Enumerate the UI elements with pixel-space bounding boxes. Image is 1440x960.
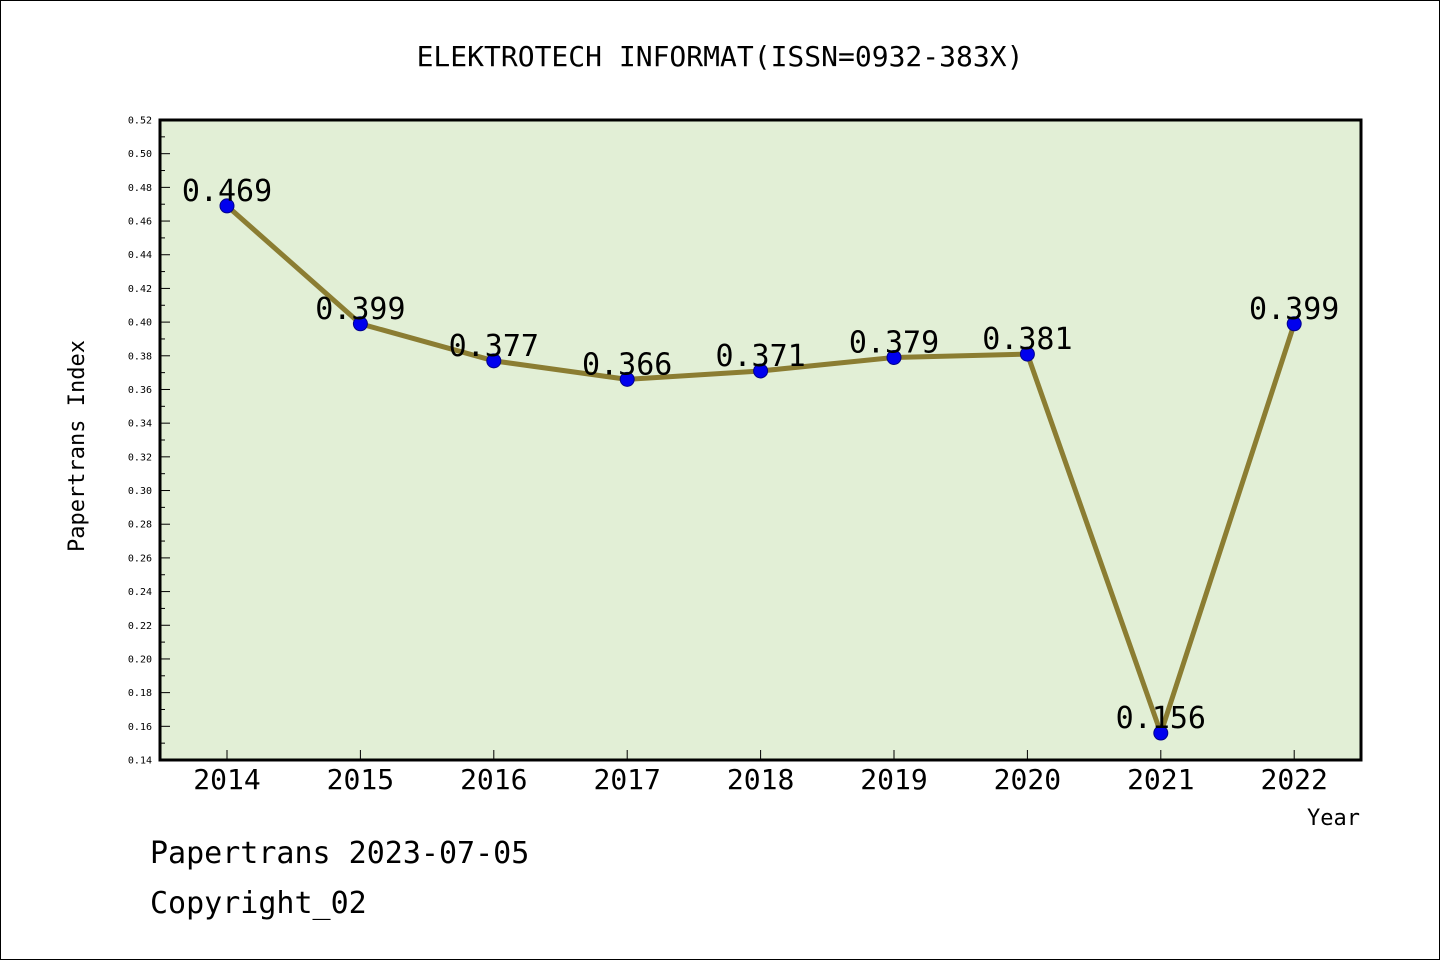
y-tick-label: 0.46 (128, 217, 152, 228)
x-tick-label: 2022 (1260, 763, 1327, 796)
y-tick-label: 0.52 (128, 116, 152, 127)
data-label: 0.366 (582, 347, 672, 382)
data-point-marker (1153, 725, 1169, 741)
x-axis-label: Year (1307, 806, 1360, 831)
y-tick-label: 0.34 (128, 419, 152, 430)
y-tick-label: 0.22 (128, 621, 152, 632)
data-label: 0.399 (315, 292, 405, 327)
y-tick-label: 0.26 (128, 553, 152, 564)
footer-date: Papertrans 2023-07-05 (150, 836, 530, 871)
data-point-marker (619, 371, 635, 387)
x-tick-label: 2019 (860, 763, 927, 796)
y-axis-label: Papertrans Index (65, 340, 90, 552)
y-tick-label: 0.24 (128, 587, 152, 598)
x-tick-label: 2018 (727, 763, 794, 796)
y-tick-label: 0.30 (128, 486, 152, 497)
x-tick-label: 2021 (1127, 763, 1194, 796)
data-point-marker (886, 349, 902, 365)
data-point-marker (352, 316, 368, 332)
x-axis: 2014 2015 2016 2017 2018 2019 2020 2021 2022 (193, 750, 1328, 796)
y-tick-label: 0.32 (128, 452, 152, 463)
data-point-marker (753, 363, 769, 379)
data-label: 0.379 (849, 325, 939, 360)
data-point-marker (1019, 346, 1035, 362)
plot-area (158, 118, 1363, 762)
x-tick-label: 2015 (327, 763, 394, 796)
y-tick-label: 0.42 (128, 284, 152, 295)
y-axis: 0.14 0.16 0.18 0.20 0.22 0.24 0.26 0.28 0.30 0.32… (128, 116, 170, 767)
data-label: 0.371 (715, 339, 805, 374)
marker-group (219, 198, 1302, 741)
y-tick-label: 0.38 (128, 351, 152, 362)
data-point-marker (219, 198, 235, 214)
y-tick-label: 0.50 (128, 149, 152, 160)
y-tick-label: 0.36 (128, 385, 152, 396)
y-tick-label: 0.16 (128, 722, 152, 733)
data-label: 0.381 (982, 322, 1072, 357)
data-label: 0.469 (182, 174, 272, 209)
data-label-group: 0.469 0.399 0.377 0.366 0.371 0.379 0.381 0.156… (182, 174, 1340, 736)
y-tick-label: 0.48 (128, 183, 152, 194)
data-label: 0.399 (1249, 292, 1339, 327)
x-tick-label: 2017 (593, 763, 660, 796)
data-label: 0.156 (1116, 701, 1206, 736)
y-tick-label: 0.20 (128, 654, 152, 665)
y-tick-label: 0.18 (128, 688, 152, 699)
footer-copyright: Copyright_02 (150, 886, 367, 921)
y-tick-label: 0.44 (128, 250, 152, 261)
data-point-marker (486, 353, 502, 369)
x-tick-label: 2016 (460, 763, 527, 796)
y-tick-label: 0.40 (128, 318, 152, 329)
chart-title: ELEKTROTECH INFORMAT(ISSN=0932-383X) (417, 40, 1024, 73)
x-tick-label: 2020 (994, 763, 1061, 796)
data-label: 0.377 (449, 329, 539, 364)
y-tick-label: 0.28 (128, 520, 152, 531)
data-point-marker (1286, 316, 1302, 332)
x-tick-label: 2014 (193, 763, 260, 796)
y-tick-label: 0.14 (128, 756, 152, 767)
